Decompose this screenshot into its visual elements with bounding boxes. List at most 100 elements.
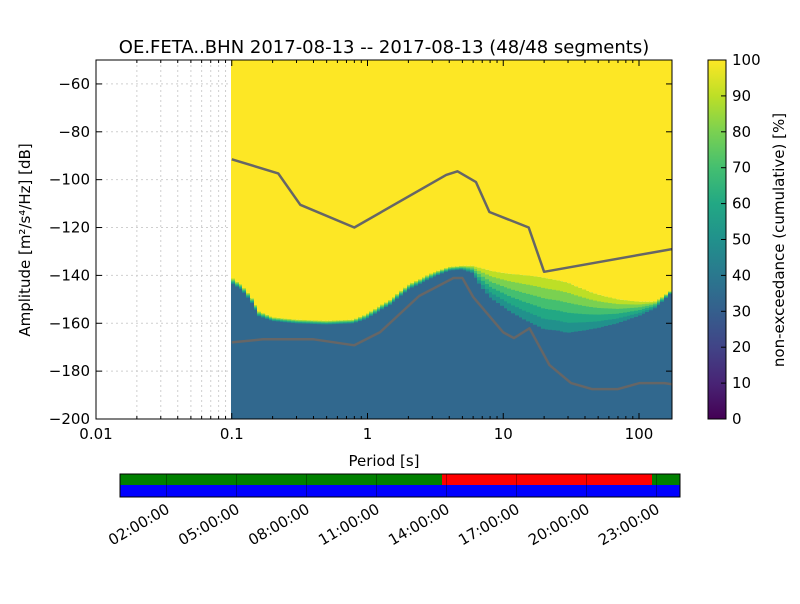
- heat-cell-40pct: [265, 318, 270, 419]
- heat-cell-transition: [533, 305, 538, 316]
- heat-cell-transition: [616, 313, 620, 319]
- heat-cell-transition: [369, 314, 374, 316]
- heat-cell-transition: [485, 269, 490, 276]
- heat-cell-transition: [254, 305, 258, 308]
- heat-cell-transition: [257, 313, 262, 315]
- heat-cell-100pct: [649, 60, 654, 302]
- heat-cell-transition: [653, 306, 658, 309]
- colorbar: 0 10 20 30 40 50 60 70 80 90 100: [707, 51, 761, 428]
- heat-cell-transition: [560, 321, 564, 332]
- heat-cell-100pct: [537, 60, 542, 277]
- heat-cell-transition: [388, 302, 393, 305]
- heat-cell-transition: [589, 299, 594, 308]
- heat-cell-transition: [668, 292, 672, 294]
- heat-cell-100pct: [246, 60, 251, 293]
- heat-cell-transition: [261, 314, 266, 317]
- heat-cell-transition: [459, 265, 464, 268]
- heat-cell-transition: [280, 318, 284, 320]
- heat-cell-40pct: [545, 329, 549, 419]
- timeline-bottom-segment: [120, 485, 680, 497]
- heat-cell-transition: [526, 312, 531, 322]
- heat-cell-transition: [325, 322, 329, 324]
- heat-cell-transition: [239, 286, 243, 288]
- heat-cell-transition: [283, 321, 288, 323]
- heat-cell-transition: [578, 296, 583, 306]
- heat-cell-100pct: [362, 60, 367, 316]
- heat-cell-transition: [332, 323, 337, 325]
- heat-cell-40pct: [433, 276, 437, 419]
- heat-cell-transition: [657, 300, 661, 303]
- heat-cell-transition: [298, 320, 303, 322]
- heat-cell-transition: [429, 276, 434, 278]
- heat-cell-transition: [630, 304, 635, 309]
- heat-cell-transition: [298, 319, 303, 322]
- heat-cell-transition: [298, 322, 303, 324]
- heat-cell-transition: [436, 274, 441, 276]
- heat-cell-transition: [313, 321, 318, 324]
- heat-cell-40pct: [533, 324, 538, 419]
- heat-cell-transition: [619, 317, 624, 323]
- heat-cell-100pct: [332, 60, 337, 321]
- noise-model-curves: [231, 158, 672, 391]
- heat-cell-transition: [619, 304, 624, 310]
- heat-cell-transition: [336, 322, 340, 324]
- heat-cell-transition: [261, 316, 266, 319]
- heat-cell-transition: [649, 306, 654, 310]
- heat-cell-transition: [627, 304, 631, 309]
- heat-cell-transition: [642, 308, 646, 312]
- heat-cell-transition: [280, 320, 284, 322]
- colorbar-tick-label: 60: [732, 195, 751, 213]
- low-noise-model-line: [231, 276, 672, 391]
- heat-cell-transition: [589, 307, 594, 315]
- heat-cell-transition: [425, 275, 430, 277]
- heat-cell-transition: [403, 289, 408, 291]
- heat-cell-100pct: [366, 60, 370, 314]
- heat-cell-100pct: [586, 60, 590, 291]
- heat-cell-40pct: [519, 317, 523, 419]
- heat-cell-transition: [481, 272, 486, 278]
- heat-cell-transition: [466, 269, 471, 271]
- heat-cell-transition: [295, 321, 299, 323]
- heat-cell-transition: [496, 296, 501, 304]
- heat-cell-100pct: [485, 60, 490, 270]
- heat-cell-transition: [642, 301, 646, 305]
- heat-cell-transition: [272, 319, 277, 321]
- heat-cell-transition: [463, 267, 467, 269]
- heat-cell-100pct: [231, 60, 236, 279]
- heat-cell-100pct: [500, 60, 505, 273]
- timeline-tick-label: 14:00:00: [385, 500, 452, 549]
- heat-cell-transition: [395, 294, 400, 297]
- heat-cell-100pct: [563, 60, 568, 283]
- heat-cell-transition: [507, 273, 512, 282]
- heat-cell-transition: [474, 266, 478, 270]
- heat-cell-transition: [619, 308, 624, 314]
- heat-cell-transition: [336, 323, 340, 325]
- heat-cell-transition: [530, 285, 534, 296]
- heat-cell-transition: [310, 322, 314, 324]
- timeline-top-segment: [442, 474, 652, 485]
- heat-cell-transition: [645, 305, 650, 309]
- heat-cell-transition: [433, 275, 437, 278]
- heat-cell-transition: [276, 317, 281, 320]
- heat-cell-40pct: [235, 286, 240, 419]
- heat-cell-transition: [589, 292, 594, 301]
- heat-cell-transition: [418, 279, 423, 281]
- heat-cell-100pct: [306, 60, 311, 321]
- heat-cell-100pct: [298, 60, 303, 320]
- heat-cell-40pct: [556, 330, 561, 419]
- heat-cell-transition: [425, 277, 430, 279]
- heat-cell-transition: [369, 312, 374, 314]
- heat-cell-transition: [358, 316, 363, 319]
- heat-cell-40pct: [283, 322, 288, 419]
- heat-cell-transition: [295, 319, 299, 321]
- heat-cell-transition: [451, 266, 456, 268]
- heat-cell-transition: [410, 284, 415, 287]
- x-axis-label: Period [s]: [348, 452, 419, 470]
- heat-cell-transition: [511, 305, 516, 314]
- heat-cell-transition: [231, 281, 236, 284]
- heat-cell-transition: [604, 302, 609, 309]
- heat-cell-transition: [642, 304, 646, 308]
- heat-cell-40pct: [231, 284, 236, 419]
- data-availability-timeline: 02:00:00 05:00:00 08:00:00 11:00:00 14:00:00…: [105, 473, 681, 549]
